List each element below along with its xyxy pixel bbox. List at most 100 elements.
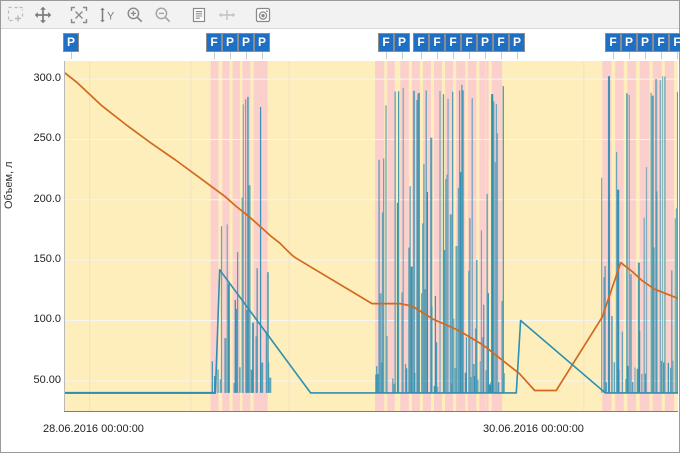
toolbar-separator-1 — [57, 3, 65, 27]
volume-spike — [265, 331, 267, 393]
volume-spike — [663, 362, 665, 393]
event-marker-badge[interactable]: P — [509, 33, 525, 52]
event-marker-badge[interactable]: F — [378, 33, 394, 52]
event-marker-badge[interactable]: F — [429, 33, 445, 52]
event-marker-badge[interactable]: P — [222, 33, 238, 52]
volume-spike — [224, 338, 227, 393]
event-marker-badge[interactable]: P — [254, 33, 270, 52]
event-marker-badge[interactable]: P — [63, 33, 79, 52]
volume-spike — [412, 90, 416, 393]
plot-canvas[interactable] — [64, 61, 678, 411]
volume-spike — [416, 99, 418, 393]
volume-spike — [671, 270, 673, 393]
y-tick-label: 150.0 — [33, 253, 61, 266]
y-tick-label: 200.0 — [33, 192, 61, 205]
select-rect-tool[interactable] — [2, 3, 28, 27]
snapshot-tool[interactable] — [250, 3, 276, 27]
volume-spike — [455, 246, 458, 393]
select-rect-icon — [7, 6, 24, 23]
marker-stem — [230, 52, 231, 61]
volume-spike — [430, 137, 433, 393]
volume-spike — [385, 105, 387, 393]
event-marker-badge[interactable]: F — [413, 33, 429, 52]
volume-spike — [498, 382, 500, 393]
marker-stem — [71, 52, 72, 61]
volume-spike — [611, 315, 613, 393]
volume-spike — [655, 79, 658, 393]
volume-spike — [449, 214, 452, 393]
measure-tool[interactable] — [214, 3, 240, 27]
volume-spike — [626, 93, 628, 393]
volume-spike — [476, 260, 478, 393]
volume-spike — [235, 308, 238, 393]
zoom-out-tool[interactable] — [150, 3, 176, 27]
volume-spike — [481, 337, 485, 393]
volume-spike — [670, 367, 672, 393]
marker-stem — [421, 52, 422, 61]
event-band — [386, 61, 395, 411]
volume-spike — [433, 385, 436, 393]
volume-spike — [392, 378, 394, 393]
volume-spike — [651, 95, 654, 393]
volume-spike — [426, 191, 428, 393]
volume-spike — [409, 186, 411, 393]
volume-spike — [380, 362, 383, 393]
volume-spike — [472, 363, 475, 393]
volume-spike — [605, 382, 607, 393]
event-marker-badge[interactable]: F — [206, 33, 222, 52]
volume-spike — [607, 76, 611, 393]
event-marker-badge[interactable]: P — [621, 33, 637, 52]
event-marker-badge[interactable]: P — [394, 33, 410, 52]
volume-spike — [672, 360, 674, 393]
volume-spike — [491, 94, 494, 393]
volume-spike — [442, 94, 445, 393]
volume-spike — [397, 91, 400, 393]
toolbar-separator-2 — [177, 3, 185, 27]
event-marker-badge[interactable]: F — [493, 33, 509, 52]
volume-spike — [480, 230, 483, 393]
marker-stem — [437, 52, 438, 61]
volume-spike — [452, 91, 454, 393]
event-marker-badge[interactable]: P — [637, 33, 653, 52]
volume-spike — [650, 92, 652, 393]
event-marker-badge[interactable]: F — [605, 33, 621, 52]
event-marker-badge[interactable]: F — [461, 33, 477, 52]
volume-spike — [468, 270, 470, 393]
volume-spike — [242, 104, 244, 393]
volume-spike — [423, 164, 425, 393]
event-band — [445, 61, 454, 411]
volume-spike — [408, 247, 410, 393]
legend-tool[interactable] — [186, 3, 212, 27]
event-marker-badge[interactable]: F — [669, 33, 680, 52]
event-marker-badge[interactable]: P — [477, 33, 493, 52]
volume-spike — [676, 91, 678, 393]
volume-spike — [425, 90, 427, 393]
x-axis-line — [64, 411, 678, 412]
volume-spike — [450, 383, 453, 393]
volume-spike — [661, 76, 664, 393]
fit-y-tool[interactable]: Y — [94, 3, 120, 27]
pan-tool[interactable] — [30, 3, 56, 27]
event-band — [615, 61, 624, 411]
chart-area: Объем, л 300.0 250.0 200.0 150.0 100.0 50.00 … — [1, 59, 679, 452]
x-tick-label-0: 28.06.2016 00:00:00 — [43, 423, 144, 435]
volume-spike — [439, 91, 441, 393]
volume-spike — [628, 95, 630, 393]
marker-stem — [501, 52, 502, 61]
event-marker-badge[interactable]: P — [238, 33, 254, 52]
fit-all-tool[interactable] — [66, 3, 92, 27]
volume-spike — [378, 159, 380, 393]
horizontal-arrows-icon — [218, 6, 236, 24]
event-band — [242, 61, 251, 411]
volume-spike — [458, 90, 461, 393]
event-marker-badge[interactable]: F — [653, 33, 669, 52]
volume-spike — [629, 274, 632, 393]
volume-spike — [638, 331, 641, 393]
event-marker-badge[interactable]: F — [445, 33, 461, 52]
volume-spike — [259, 107, 262, 393]
zoom-in-tool[interactable] — [122, 3, 148, 27]
volume-spike — [473, 376, 476, 393]
marker-stem — [677, 52, 678, 61]
event-band — [400, 61, 409, 411]
